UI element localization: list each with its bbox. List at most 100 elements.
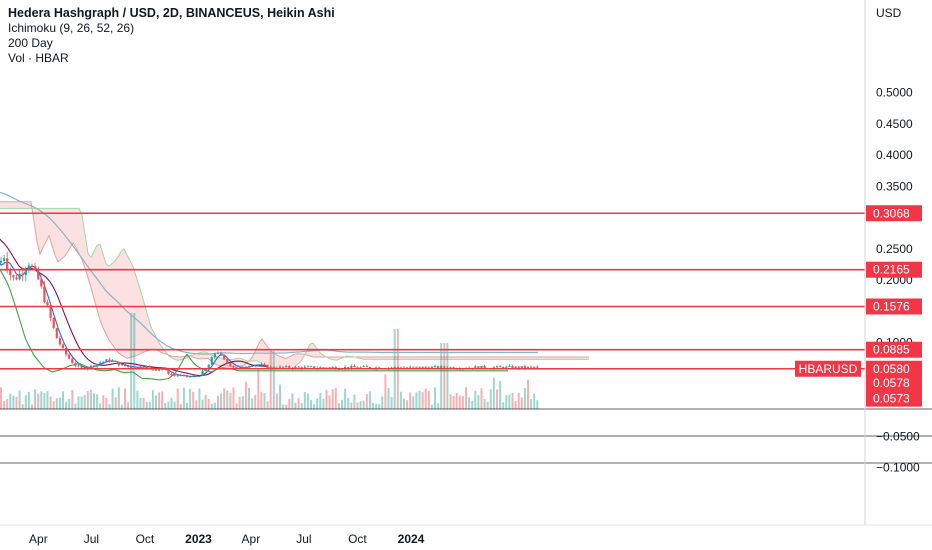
volume-bar (226, 390, 229, 409)
legend-ichimoku[interactable]: Ichimoku (9, 26, 52, 26) (8, 21, 135, 35)
candle-body (49, 305, 52, 318)
volume-bar (359, 401, 362, 409)
volume-bar (201, 399, 204, 409)
candle-body (362, 366, 365, 368)
horizontal-levels[interactable] (0, 212, 865, 370)
candle-body (251, 365, 254, 367)
candle-body (18, 273, 21, 280)
volume-bar (251, 398, 254, 409)
volume-bar (244, 381, 247, 409)
time-tick-label: 2024 (398, 532, 425, 546)
candle-body (319, 367, 322, 369)
volume-bar (272, 351, 275, 409)
volume-bar (248, 387, 250, 409)
candle-body (136, 366, 139, 369)
time-axis[interactable]: Apr Jul Oct 2023 Apr Jul Oct 2024 (29, 532, 425, 546)
volume-bar (486, 401, 489, 409)
candle-body (207, 364, 210, 370)
volume-bar (390, 397, 393, 409)
candle-body (182, 375, 185, 377)
candle-body (272, 366, 275, 369)
volume-bar (381, 396, 384, 409)
price-label-tag: 0.0578 (873, 376, 910, 390)
volume-bar (430, 404, 433, 409)
volume-bar (179, 404, 182, 409)
volume-bar (40, 391, 43, 409)
candle-body (254, 365, 257, 367)
candle-body (198, 375, 201, 377)
candle-body (114, 360, 117, 362)
volume-bar (192, 391, 195, 409)
volume-bar (58, 397, 61, 409)
volume-bar (530, 399, 533, 409)
level-price-tag-bg (866, 298, 922, 315)
candle-body (201, 370, 204, 376)
volume-bar (24, 395, 27, 409)
legend-ma[interactable]: 200 Day (8, 36, 53, 50)
time-tick-label: Apr (242, 532, 261, 546)
volume-bar (313, 404, 316, 409)
volume-bar (418, 390, 421, 409)
symbol-tag: HBARUSD (799, 362, 858, 376)
price-axis[interactable]: USD0.50000.45000.40000.35000.25000.20000… (876, 6, 920, 475)
candle-body (108, 359, 111, 362)
candle-body (350, 366, 353, 369)
candle-body (533, 366, 536, 368)
candle-body (232, 366, 235, 368)
candle-body (502, 367, 505, 369)
candle-body (96, 363, 99, 367)
candle-body (495, 366, 499, 368)
volume-bar (384, 374, 387, 409)
legend-volume[interactable]: Vol · HBAR (8, 51, 69, 65)
volume-bar (173, 401, 176, 409)
volume-bar (31, 404, 33, 409)
candle-body (297, 366, 300, 368)
volume-bar (21, 404, 24, 409)
candle-body (443, 366, 446, 368)
volume-bar (294, 402, 297, 409)
candle-body (139, 366, 142, 369)
volume-bar (310, 400, 312, 409)
level-price-tag: 0.1576 (873, 300, 910, 314)
volume-bar (164, 402, 167, 409)
volume-bar (443, 343, 446, 409)
chart-legend: Hedera Hashgraph / USD, 2D, BINANCEUS, H… (8, 6, 335, 66)
candle-body (331, 367, 334, 369)
volume-bar (254, 394, 257, 409)
volume-bar (316, 398, 319, 409)
candle-body (52, 317, 55, 329)
legend-title[interactable]: Hedera Hashgraph / USD, 2D, BINANCEUS, H… (8, 6, 335, 20)
volume-bar (409, 392, 412, 409)
volume-bar (117, 387, 120, 409)
time-tick-label: Jul (84, 532, 99, 546)
volume-bar (455, 393, 458, 409)
pane-separators (0, 0, 932, 526)
volume-bar (80, 396, 83, 409)
volume-bar (480, 388, 483, 409)
candle-body (120, 364, 123, 366)
candle-body (192, 375, 195, 377)
candle-body (9, 269, 12, 276)
candle-body (123, 364, 127, 367)
ma-line (0, 191, 538, 355)
volume-bar (241, 396, 244, 409)
volume-bar (489, 389, 492, 409)
candle-body (278, 366, 282, 369)
volume-bar (77, 396, 80, 409)
volume-bar (303, 392, 306, 409)
candle-body (12, 275, 15, 278)
volume-bar (334, 388, 337, 409)
volume-bar (279, 384, 281, 409)
volume-bar (328, 395, 331, 409)
price-tick-label: 0.5000 (876, 86, 913, 100)
candle-body (440, 366, 443, 369)
level-price-tag-bg (866, 341, 922, 358)
volume-bar (424, 388, 427, 409)
current-price-tag: 0.0580 (873, 362, 910, 376)
candle-body (30, 265, 34, 267)
volume-bar (120, 404, 123, 409)
price-tick-label: −0.0500 (876, 429, 920, 443)
candle-body (523, 366, 526, 369)
